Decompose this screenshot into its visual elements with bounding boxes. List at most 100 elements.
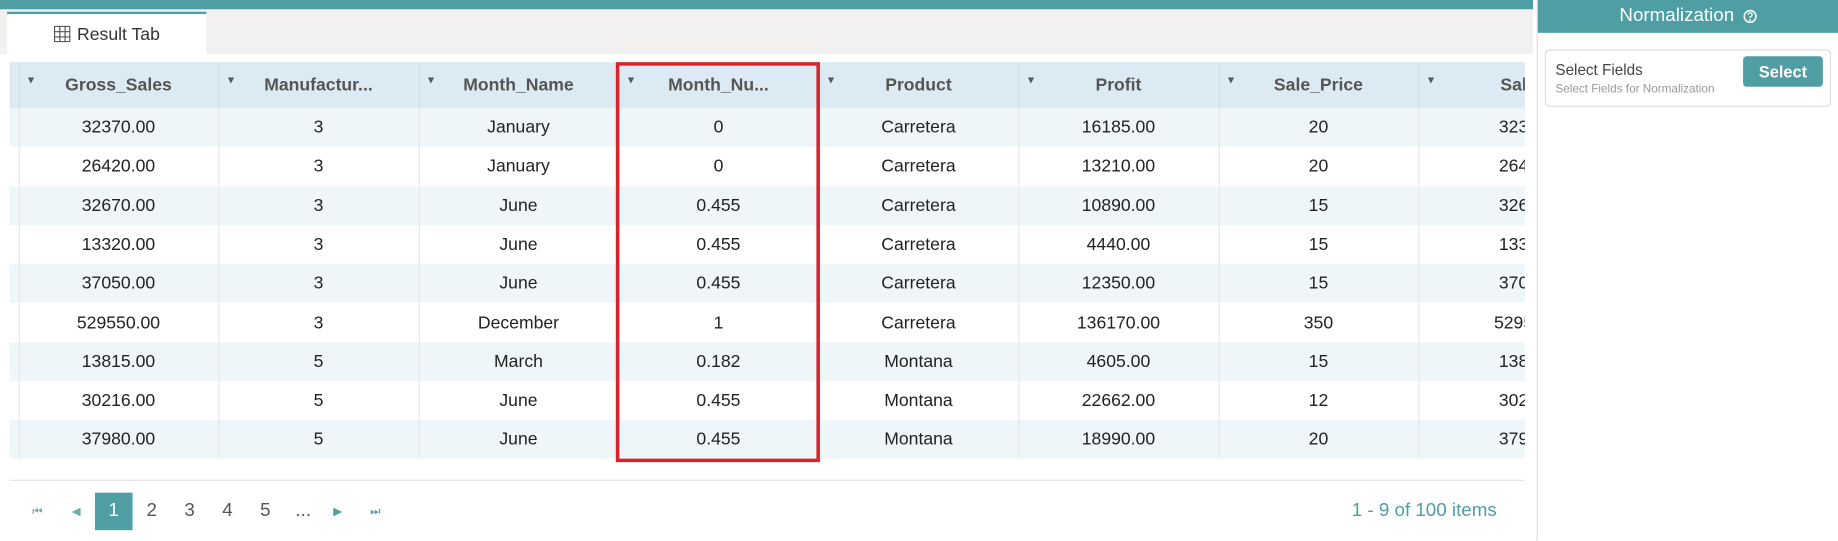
table-cell: 5 <box>219 381 420 421</box>
pagination: 1 - 9 of 100 items ⏮ ◀ 1 2 3 4 5... ▶ ⏭ <box>9 479 1525 540</box>
table-cell: 20 <box>1219 107 1420 147</box>
filter-icon[interactable]: ▼ <box>1225 73 1237 86</box>
table-cell: 3 <box>219 264 420 303</box>
page-button[interactable]: ... <box>295 500 312 521</box>
table-cell: 13320.00 <box>19 225 220 264</box>
header-label: Manufactur... <box>264 75 373 96</box>
page-prev[interactable]: ◀ <box>71 504 81 518</box>
field-label: Select Fields <box>1555 60 1643 79</box>
table-cell: 15 <box>1219 225 1420 264</box>
table-cell: June <box>419 186 620 225</box>
table-cell: 20 <box>1219 420 1420 460</box>
page-next[interactable]: ▶ <box>333 504 343 518</box>
panel-header: Normalization <box>1537 0 1838 33</box>
table-cell: June <box>419 264 620 303</box>
row-selector <box>9 342 20 381</box>
table-cell: 1381 <box>1419 342 1525 381</box>
table-cell: 3 <box>219 303 420 342</box>
table-cell: 16185.00 <box>1019 107 1220 147</box>
row-selector <box>9 264 20 303</box>
table-row: 529550.00 3 December 1 Carretera 136170.00 350… <box>9 303 1525 342</box>
filter-icon[interactable]: ▼ <box>825 73 837 86</box>
table-cell: 32670.00 <box>19 186 220 225</box>
tab-label: Result Tab <box>77 24 160 44</box>
table-cell: 15 <box>1219 186 1420 225</box>
table-cell: 3 <box>219 186 420 225</box>
header-label: Product <box>885 75 952 96</box>
table-cell: Montana <box>819 381 1020 421</box>
table-cell: Carretera <box>819 146 1020 186</box>
table-row: 32670.003June0.455Carretera10890.0015326… <box>9 186 1525 225</box>
field-box: Select Fields Select Fields for Normaliz… <box>1544 49 1832 107</box>
column-header[interactable]: ▼ Gross_Sales <box>19 62 220 108</box>
table-cell: 15 <box>1219 342 1420 381</box>
table-cell: 12 <box>1219 381 1420 421</box>
filter-icon[interactable]: ▼ <box>425 73 437 86</box>
row-selector <box>9 146 20 186</box>
page-button[interactable]: 4 <box>222 500 233 521</box>
table-cell: 3267 <box>1419 186 1525 225</box>
page-button[interactable]: 2 <box>146 500 157 521</box>
table-cell: 350 <box>1219 303 1420 342</box>
table-cell: Montana <box>819 342 1020 381</box>
table-cell: Montana <box>819 420 1020 460</box>
page-button[interactable]: 3 <box>184 500 195 521</box>
table-cell: 20 <box>1219 146 1420 186</box>
side-panel: Normalization Select Fields Select Field… <box>1536 0 1838 541</box>
filter-icon[interactable]: ▼ <box>225 73 237 86</box>
filter-icon[interactable]: ▼ <box>1425 73 1437 86</box>
table-cell: 3 <box>219 146 420 186</box>
table-cell: 15 <box>1219 264 1420 303</box>
table-cell: 5 <box>219 420 420 460</box>
table-row: 37050.003June0.455Carretera12350.0015370… <box>9 264 1525 303</box>
top-bar <box>0 0 1534 10</box>
filter-icon[interactable]: ▼ <box>25 73 37 86</box>
header-row: ▼ Gross_Sales ▼ Manufactur... ▼ Month_Name ▼ Mo… <box>9 62 1525 108</box>
page-button[interactable]: 5 <box>260 500 271 521</box>
field-hint: Select Fields for Normalization <box>1555 83 1715 97</box>
table-cell: 52955 <box>1419 303 1525 342</box>
help-icon[interactable] <box>1743 9 1758 24</box>
header-label: Month_Name <box>463 75 574 96</box>
page-first[interactable]: ⏮ <box>32 504 43 518</box>
table-cell: December <box>419 303 620 342</box>
result-tab[interactable]: Result Tab <box>7 11 207 54</box>
grid-icon <box>53 25 71 43</box>
header-label: Profit <box>1095 75 1142 96</box>
page-button[interactable]: 1 <box>95 492 133 531</box>
table-cell: 2642 <box>1419 147 1525 186</box>
column-header[interactable]: ▼ Profit <box>1019 62 1220 108</box>
table-cell: March <box>419 342 620 381</box>
table-cell: 22662.00 <box>1019 381 1220 421</box>
column-header[interactable]: ▼ Manufactur... <box>219 62 420 108</box>
filter-icon[interactable]: ▼ <box>1025 73 1037 86</box>
header-label: Month_Nu... <box>668 75 769 96</box>
panel-title: Normalization <box>1619 5 1735 26</box>
table-cell: Carretera <box>819 107 1020 147</box>
select-button[interactable]: Select <box>1743 56 1823 87</box>
table-cell: June <box>419 381 620 421</box>
page-last[interactable]: ⏭ <box>370 504 381 518</box>
column-header[interactable]: ▼ Month_Name <box>419 62 620 108</box>
column-header[interactable]: ▼ Sale_Price <box>1219 62 1420 108</box>
header-label: Gross_Sales <box>65 75 172 96</box>
column-header[interactable]: ▼ Product <box>819 62 1020 108</box>
column-header[interactable]: ▼ Sale <box>1419 62 1525 108</box>
page-summary: 1 - 9 of 100 items <box>1351 500 1497 521</box>
row-selector <box>9 381 20 421</box>
table-cell: 13815.00 <box>19 342 220 381</box>
table-cell: 3798 <box>1419 420 1525 459</box>
data-table: ▼ Gross_Sales ▼ Manufactur... ▼ Month_Name ▼ Mo… <box>9 62 1525 480</box>
header-label: Sale <box>1500 75 1525 96</box>
table-cell: 136170.00 <box>1019 303 1220 342</box>
table-cell: Carretera <box>819 264 1020 303</box>
table-cell: 3021 <box>1419 381 1525 420</box>
filter-icon[interactable]: ▼ <box>625 73 637 86</box>
table-cell: 3237 <box>1419 108 1525 147</box>
